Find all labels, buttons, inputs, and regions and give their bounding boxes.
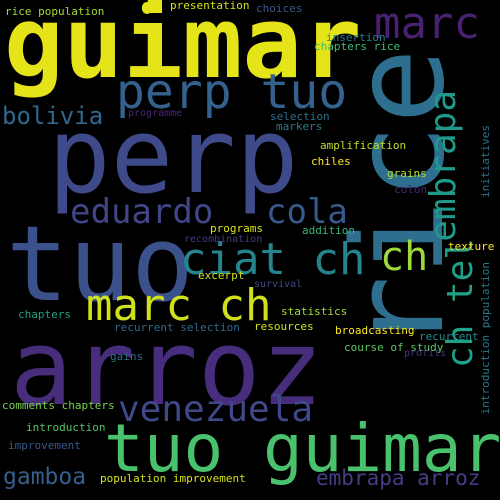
dot-mark [142,2,152,14]
word-survival: survival [254,279,303,290]
word-chapters-rice: chapters rice [314,40,401,53]
word-recombination: recombination [184,234,263,245]
word-introduction-population: introduction population [479,262,492,415]
word-resources: resources [254,320,314,333]
word-population-improvement: population improvement [100,472,246,485]
word-recurrent: recurrent [419,330,479,343]
word-amplification: amplification [320,139,407,152]
word-profits: profits [404,348,447,359]
word-comments-chapters: comments chapters [2,399,115,412]
word-chapters: chapters [18,308,71,321]
word-ch-tel: ch tel [440,238,481,369]
word-perp: perp [48,95,299,217]
word-marc: marc [374,0,480,49]
word-markers: markers [276,120,323,133]
word-cola: cola [266,192,348,232]
word-choices: choices [256,2,303,15]
word-introduction: introduction [26,421,106,434]
word-broadcasting: broadcasting [335,324,415,337]
word-improvement: improvement [8,439,81,452]
word-ciat-ch: ciat ch [180,234,366,285]
word-insertion: insertion [326,31,386,44]
word-bolivia: bolivia [2,102,104,130]
word-eduardo: eduardo [70,192,214,232]
word-tuo: tuo [6,203,194,325]
word-ch: ch [380,234,429,280]
word-colon: colon [394,183,428,196]
word-venezuela: venezuela [118,389,314,430]
word-chiles: chiles [311,155,351,168]
word-guimar: guimar [4,0,362,101]
word-selection: selection [270,110,330,123]
word-marc-ch: marc ch [86,280,272,331]
word-initiatives: initiatives [479,125,492,198]
word-addition: addition [302,224,355,237]
word-grains: grains [387,167,427,180]
word-gamboa: gamboa [3,464,87,490]
word-tuo-guimar: tuo guimar [104,410,500,487]
word-course-of-study: course of study [344,341,444,354]
word-programme: programme [128,108,183,119]
word-excerpt: excerpt [198,269,245,282]
word-programs: programs [210,222,263,235]
word-rice-population: rice population [5,5,105,18]
word-presentation: presentation [170,0,250,12]
word-gains: gains [110,350,144,363]
word-perp-tuo: perp tuo [116,64,348,120]
word-statistics: statistics [281,305,348,318]
word-embrapa-arroz: embrapa arroz [316,466,481,490]
word-texture: texture [448,240,495,253]
word-embrapa: embrapa [423,90,464,242]
word-arroz: arroz [10,307,324,429]
word-recurrent-selection: recurrent selection [114,321,240,334]
